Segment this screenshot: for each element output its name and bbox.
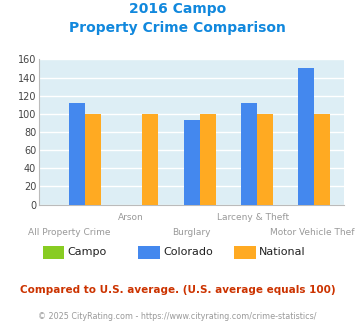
Text: Colorado: Colorado bbox=[163, 248, 213, 257]
Bar bbox=[69, 103, 85, 205]
Text: Compared to U.S. average. (U.S. average equals 100): Compared to U.S. average. (U.S. average … bbox=[20, 285, 335, 295]
Text: Campo: Campo bbox=[67, 248, 107, 257]
Bar bbox=[315, 114, 331, 205]
Text: All Property Crime: All Property Crime bbox=[28, 228, 111, 237]
Bar bbox=[241, 103, 257, 205]
Text: Arson: Arson bbox=[118, 213, 143, 222]
Text: 2016 Campo: 2016 Campo bbox=[129, 2, 226, 16]
Bar bbox=[200, 114, 216, 205]
Bar bbox=[85, 114, 101, 205]
Text: National: National bbox=[259, 248, 306, 257]
Text: Motor Vehicle Theft: Motor Vehicle Theft bbox=[270, 228, 355, 237]
Text: Property Crime Comparison: Property Crime Comparison bbox=[69, 21, 286, 35]
Text: Larceny & Theft: Larceny & Theft bbox=[217, 213, 289, 222]
Bar bbox=[298, 68, 315, 205]
Bar bbox=[184, 120, 200, 205]
Bar bbox=[142, 114, 158, 205]
Bar bbox=[257, 114, 273, 205]
Text: Burglary: Burglary bbox=[173, 228, 211, 237]
Text: © 2025 CityRating.com - https://www.cityrating.com/crime-statistics/: © 2025 CityRating.com - https://www.city… bbox=[38, 312, 317, 321]
